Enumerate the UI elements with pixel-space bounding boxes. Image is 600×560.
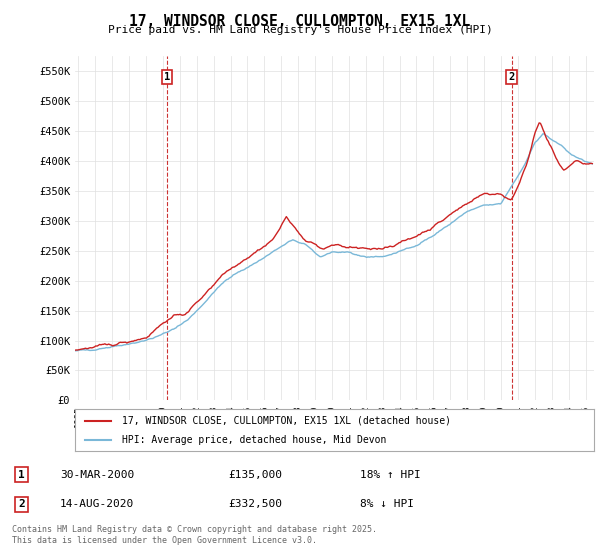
Text: 14-AUG-2020: 14-AUG-2020 (60, 500, 134, 509)
Text: 1: 1 (18, 470, 25, 479)
Text: 30-MAR-2000: 30-MAR-2000 (60, 470, 134, 479)
Text: 8% ↓ HPI: 8% ↓ HPI (360, 500, 414, 509)
Text: 1: 1 (164, 72, 170, 82)
Text: 2: 2 (18, 500, 25, 509)
Text: 2: 2 (508, 72, 515, 82)
Text: HPI: Average price, detached house, Mid Devon: HPI: Average price, detached house, Mid … (122, 435, 386, 445)
Text: Contains HM Land Registry data © Crown copyright and database right 2025.
This d: Contains HM Land Registry data © Crown c… (12, 525, 377, 545)
Text: £332,500: £332,500 (228, 500, 282, 509)
Text: 17, WINDSOR CLOSE, CULLOMPTON, EX15 1XL (detached house): 17, WINDSOR CLOSE, CULLOMPTON, EX15 1XL … (122, 416, 451, 426)
Text: Price paid vs. HM Land Registry's House Price Index (HPI): Price paid vs. HM Land Registry's House … (107, 25, 493, 35)
Text: 17, WINDSOR CLOSE, CULLOMPTON, EX15 1XL: 17, WINDSOR CLOSE, CULLOMPTON, EX15 1XL (130, 14, 470, 29)
Text: 18% ↑ HPI: 18% ↑ HPI (360, 470, 421, 479)
Text: £135,000: £135,000 (228, 470, 282, 479)
